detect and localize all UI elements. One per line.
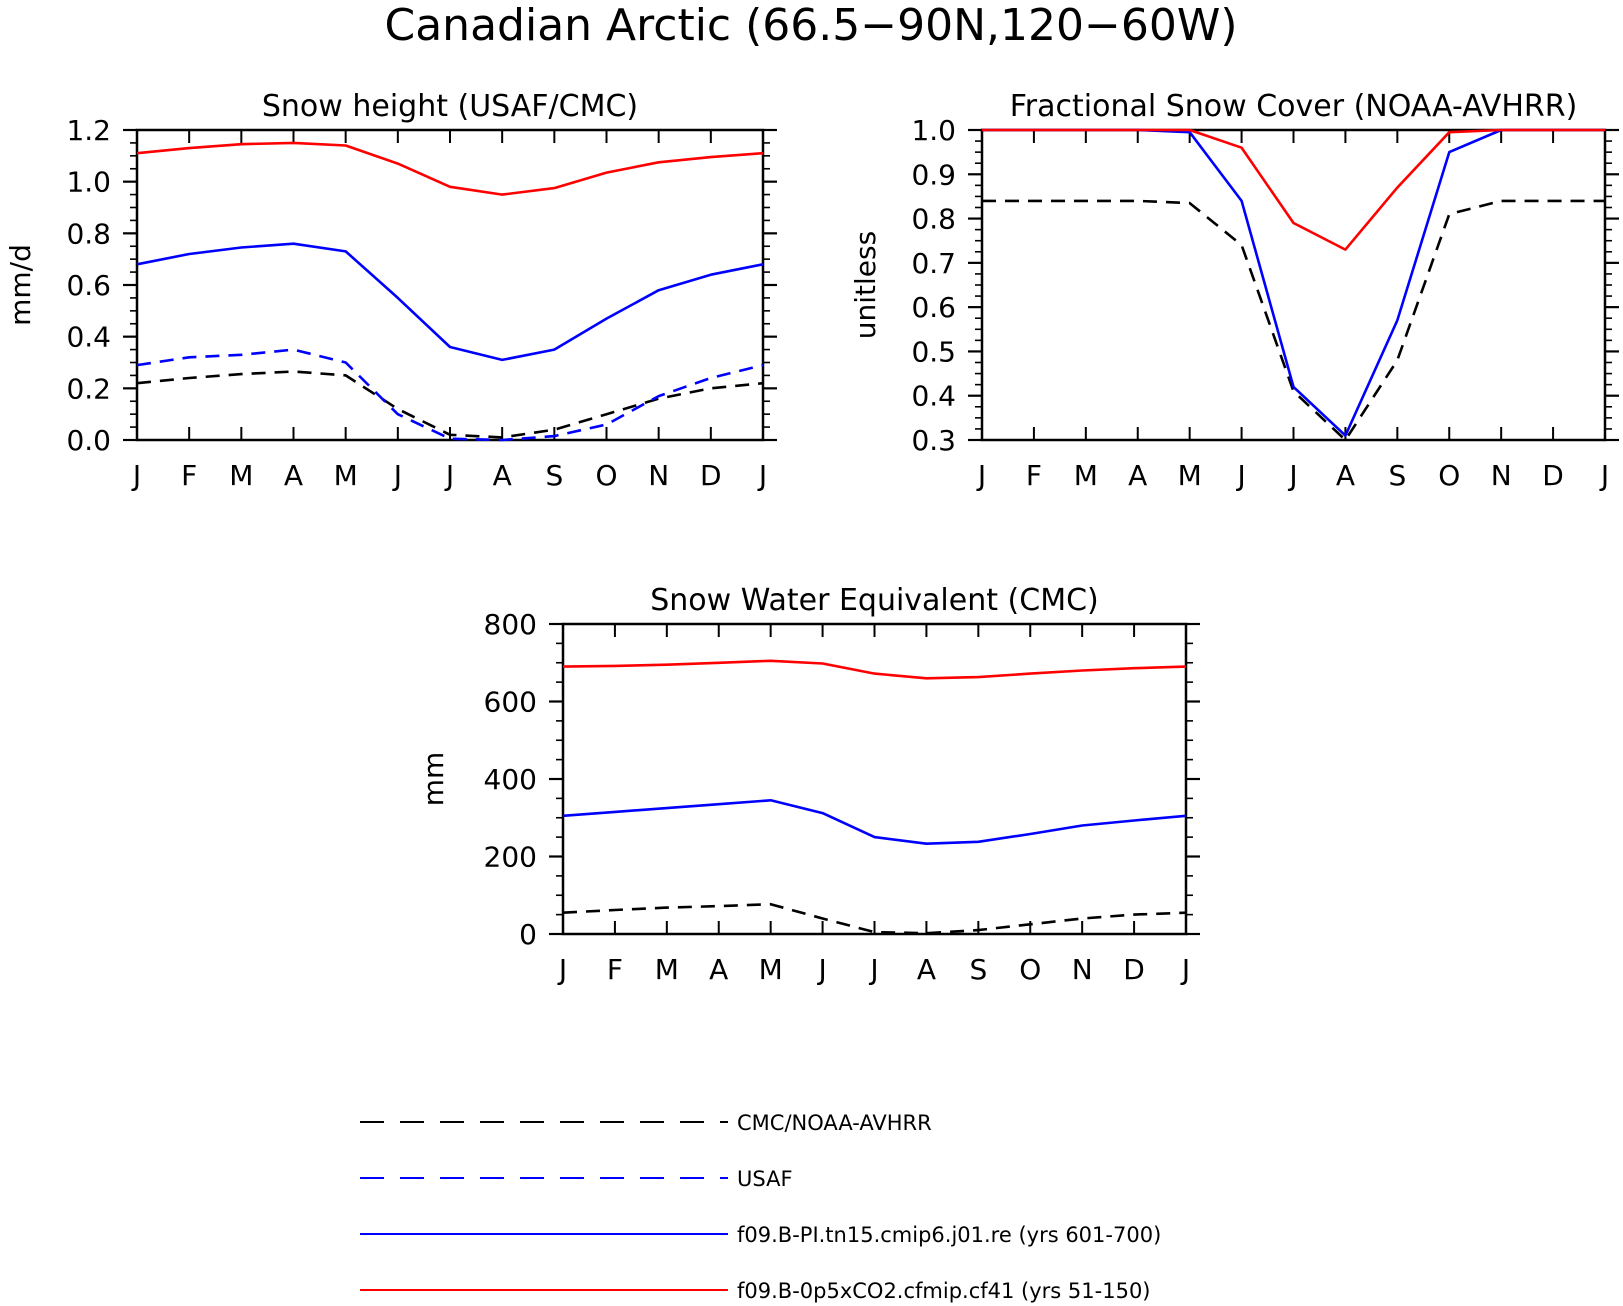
x-tick-label: M [655,953,679,986]
x-tick-label: N [1491,459,1512,492]
y-tick-label: 1.0 [911,114,956,147]
x-tick-label: J [557,953,567,986]
series-line-3 [136,242,764,362]
series-line-2 [136,348,764,442]
x-tick-label: M [229,459,253,492]
x-tick-label: J [976,459,986,492]
y-tick-label: 0.3 [911,424,956,457]
y-tick-label: 0.9 [911,158,956,191]
legend-label-4: f09.B-0p5xCO2.cfmip.cf41 (yrs 51-150) [737,1279,1151,1303]
y-axis-label: unitless [849,231,882,339]
x-tick-label: A [709,953,728,986]
x-tick-label: S [545,459,563,492]
x-tick-label: J [816,953,826,986]
x-tick-label: J [444,459,454,492]
y-tick-label: 600 [484,686,537,719]
series-line-2 [562,798,1187,846]
x-tick-label: A [917,953,936,986]
y-tick-label: 0.5 [911,335,956,368]
x-tick-label: D [1123,953,1145,986]
series-line-3 [982,128,1605,251]
panel-title: Fractional Snow Cover (NOAA-AVHRR) [1010,89,1578,124]
y-tick-label: 400 [484,763,537,796]
plot-frame [980,128,1607,442]
x-tick-label: J [757,459,767,492]
x-tick-label: F [607,953,623,986]
plot-frame [135,128,765,442]
x-tick-label: J [1235,459,1245,492]
y-axis-label: mm [417,752,450,807]
x-tick-label: A [284,459,303,492]
x-tick-label: S [969,953,987,986]
y-tick-label: 0.7 [911,247,956,280]
x-tick-label: S [1388,459,1406,492]
y-tick-label: 0.8 [66,217,111,250]
series-line-1 [982,199,1605,442]
x-tick-label: N [1072,953,1093,986]
x-tick-label: O [595,459,617,492]
y-tick-label: 0.4 [66,321,111,354]
x-tick-label: J [1180,953,1190,986]
x-tick-label: N [648,459,669,492]
series-line-2 [982,128,1605,437]
y-tick-label: 1.2 [66,114,111,147]
series-line-1 [136,370,764,439]
x-tick-label: J [131,459,141,492]
x-tick-label: F [181,459,197,492]
panel-3: Snow Water Equivalent (CMC)J F M A M J J A S O N D J… [417,583,1200,986]
x-tick-label: J [868,953,878,986]
y-tick-label: 1.0 [66,166,111,199]
x-tick-label: O [1438,459,1460,492]
main-title: Canadian Arctic (66.5−90N,120−60W) [385,0,1238,51]
x-tick-label: M [1178,459,1202,492]
y-tick-label: 0.6 [911,291,956,324]
panel-1: Snow height (USAF/CMC)J F M A M J J A S O N D J0.00.… [4,89,777,492]
legend-label-3: f09.B-PI.tn15.cmip6.j01.re (yrs 601-700) [737,1223,1161,1247]
y-tick-label: 0.0 [66,424,111,457]
series-line-1 [562,902,1187,935]
x-tick-label: J [1287,459,1297,492]
legend-label-2: USAF [737,1167,793,1191]
y-tick-label: 0.6 [66,269,111,302]
x-tick-label: M [334,459,358,492]
x-tick-label: A [1336,459,1355,492]
x-tick-label: J [392,459,402,492]
legend: CMC/NOAA-AVHRR USAF f09.B-PI.tn15.cmip6.j0… [360,1111,1161,1303]
x-tick-label: A [1128,459,1147,492]
y-tick-label: 0.8 [911,203,956,236]
panel-title: Snow Water Equivalent (CMC) [650,583,1098,618]
x-tick-label: D [700,459,722,492]
x-tick-label: D [1542,459,1564,492]
y-tick-label: 0.4 [911,380,956,413]
y-tick-label: 0 [519,918,537,951]
x-tick-label: M [759,953,783,986]
panels: Snow height (USAF/CMC)J F M A M J J A S O N D J0.00.… [4,89,1619,986]
y-tick-label: 0.2 [66,372,111,405]
x-tick-label: F [1026,459,1042,492]
series-line-4 [136,141,764,196]
y-axis-label: mm/d [4,244,37,326]
x-tick-label: O [1019,953,1041,986]
x-tick-label: A [493,459,512,492]
panel-2: Fractional Snow Cover (NOAA-AVHRR)J F M A M J… [849,89,1619,492]
y-tick-label: 800 [484,608,537,641]
legend-label-1: CMC/NOAA-AVHRR [737,1111,932,1135]
x-tick-label: J [1599,459,1609,492]
panel-title: Snow height (USAF/CMC) [262,89,638,124]
x-tick-label: M [1074,459,1098,492]
y-tick-label: 200 [484,841,537,874]
series-line-3 [562,659,1187,680]
